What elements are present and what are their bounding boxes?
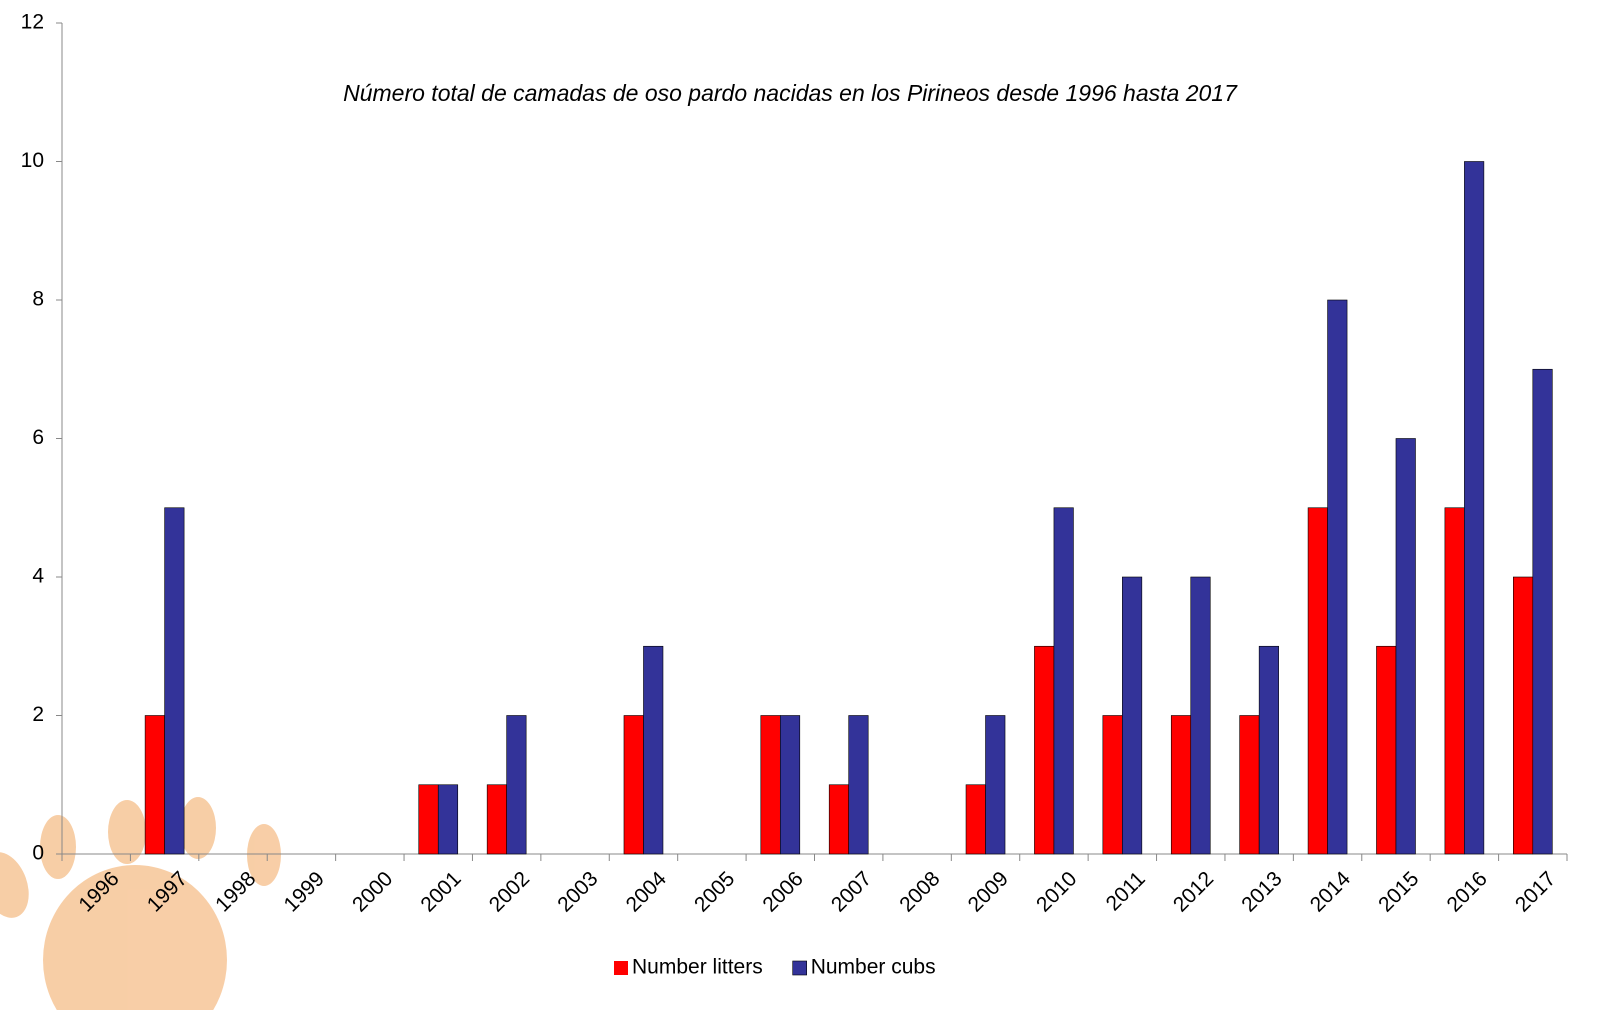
bar (624, 716, 644, 855)
x-tick-label: 2009 (964, 867, 1013, 916)
x-tick-label: 2007 (827, 867, 876, 916)
x-tick-label: 2013 (1237, 867, 1286, 916)
bar (1445, 508, 1465, 854)
bar (643, 646, 663, 854)
bar (165, 508, 185, 854)
bar (1396, 439, 1416, 855)
bar (1034, 646, 1054, 854)
bar (1191, 577, 1211, 854)
bar (419, 785, 439, 854)
bar (1054, 508, 1074, 854)
legend-swatch (793, 961, 807, 975)
bar (1464, 162, 1484, 855)
bar (1171, 716, 1191, 855)
legend-label: Number cubs (811, 956, 936, 979)
x-tick-label: 2016 (1443, 867, 1492, 916)
y-tick-label: 10 (21, 149, 44, 172)
x-tick-label: 2002 (485, 867, 534, 916)
x-tick-label: 2011 (1102, 867, 1150, 915)
bar (145, 716, 165, 855)
chart-title: Número total de camadas de oso pardo nac… (343, 80, 1238, 106)
y-tick-label: 0 (32, 842, 44, 865)
y-tick-label: 12 (21, 11, 44, 34)
bar (1533, 369, 1553, 854)
bar (986, 716, 1006, 855)
chart: Número total de camadas de oso pardo nac… (0, 0, 1616, 1010)
legend-swatch (614, 961, 628, 975)
bar (849, 716, 869, 855)
bar (1328, 300, 1348, 854)
x-tick-label: 2008 (895, 867, 944, 916)
x-tick-label: 2015 (1374, 867, 1423, 916)
y-tick-label: 4 (32, 565, 44, 588)
bar (966, 785, 986, 854)
bar (1376, 646, 1396, 854)
bar (1308, 508, 1328, 854)
bar (1259, 646, 1279, 854)
x-tick-label: 2012 (1169, 867, 1218, 916)
x-tick-label: 2004 (622, 867, 672, 917)
x-tick-label: 2005 (690, 867, 739, 916)
y-tick-label: 2 (32, 703, 44, 726)
x-tick-label: 2010 (1032, 867, 1081, 916)
y-tick-label: 6 (32, 426, 44, 449)
x-tick-label: 2000 (348, 867, 397, 916)
bar (1103, 716, 1123, 855)
bar (1122, 577, 1142, 854)
bar (780, 716, 800, 855)
bar (487, 785, 507, 854)
bar (507, 716, 526, 855)
legend-label: Number litters (632, 956, 763, 979)
x-tick-label: 2006 (758, 867, 807, 916)
x-tick-label: 2003 (553, 867, 602, 916)
bar (761, 716, 781, 855)
y-tick-label: 8 (32, 288, 44, 311)
x-tick-label: 1999 (280, 867, 329, 916)
bar (829, 785, 849, 854)
x-tick-label: 2001 (416, 867, 465, 916)
bar (438, 785, 458, 854)
bar (1513, 577, 1533, 854)
x-tick-label: 2014 (1306, 867, 1356, 917)
x-tick-label: 2017 (1511, 867, 1560, 916)
bar (1240, 716, 1260, 855)
